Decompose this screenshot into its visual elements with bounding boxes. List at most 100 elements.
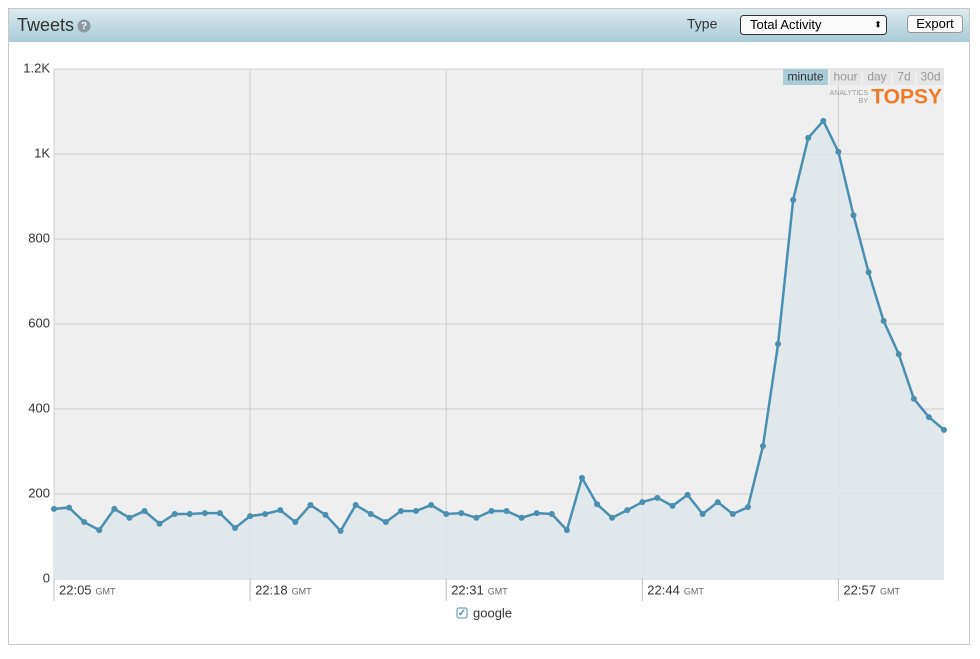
range-button[interactable] — [893, 69, 915, 85]
point — [111, 505, 118, 512]
point — [51, 505, 57, 512]
x-tick-label: 22:57 — [843, 582, 876, 597]
point — [488, 508, 495, 514]
y-tick-label: 800 — [28, 230, 50, 245]
range-button-label[interactable]: minute — [787, 70, 823, 84]
point — [337, 527, 344, 534]
point — [729, 510, 736, 517]
point — [322, 511, 329, 518]
x-tick-unit: GMT — [684, 586, 704, 596]
x-tick-label: 22:05 — [59, 582, 92, 597]
point — [473, 514, 480, 521]
range-button[interactable] — [830, 69, 861, 85]
y-tick-label: 600 — [28, 315, 50, 330]
point — [624, 507, 631, 514]
range-button-label[interactable]: day — [867, 70, 886, 84]
point — [277, 507, 284, 514]
area — [54, 120, 944, 579]
point — [563, 527, 570, 534]
legend-label[interactable]: google — [473, 605, 512, 620]
help-icon[interactable] — [77, 19, 91, 33]
point — [66, 504, 73, 511]
select-arrows[interactable]: ⬍ — [874, 19, 882, 29]
point — [654, 494, 661, 501]
point — [352, 502, 359, 509]
x-tick-label: 22:18 — [255, 582, 288, 597]
x-tick-unit: GMT — [292, 586, 312, 596]
y-tick-label: 0 — [43, 570, 50, 585]
point — [759, 442, 766, 449]
point — [744, 504, 751, 511]
export-label[interactable]: Export — [916, 16, 954, 31]
point — [443, 510, 450, 517]
range-button-label[interactable]: 30d — [920, 70, 940, 84]
point — [714, 499, 721, 506]
point — [835, 148, 842, 155]
point — [684, 491, 691, 498]
point — [790, 196, 797, 203]
help-icon-glyph[interactable]: ? — [81, 21, 87, 32]
point — [639, 499, 646, 506]
point — [578, 474, 585, 481]
x-tick-unit: GMT — [96, 586, 116, 596]
range-button-label[interactable]: 7d — [897, 70, 910, 84]
point — [925, 414, 932, 421]
type-select-value[interactable]: Total Activity — [750, 17, 822, 32]
point — [413, 508, 420, 514]
type-select[interactable] — [740, 15, 887, 35]
point — [126, 514, 133, 521]
point — [247, 513, 254, 520]
point — [171, 510, 178, 517]
point — [397, 508, 404, 514]
point — [820, 117, 827, 124]
point — [518, 514, 525, 521]
point — [307, 502, 314, 509]
point — [503, 508, 510, 514]
point — [941, 426, 947, 433]
x-tick-unit: GMT — [488, 586, 508, 596]
point — [669, 502, 676, 509]
point — [232, 525, 239, 531]
type-label: Type — [687, 16, 718, 32]
point — [850, 212, 857, 219]
point — [81, 519, 88, 526]
x-tick-label: 22:31 — [451, 582, 484, 597]
point — [201, 510, 208, 517]
x-tick-unit: GMT — [880, 586, 900, 596]
point — [156, 520, 163, 527]
point — [594, 501, 601, 508]
point — [262, 510, 269, 517]
point — [880, 318, 887, 325]
brand-line2: BY — [859, 98, 869, 105]
point — [292, 519, 299, 526]
y-tick-label: 1.2K — [23, 60, 50, 75]
brand-name: TOPSY — [871, 86, 942, 109]
point — [609, 514, 616, 521]
point — [805, 134, 812, 141]
point — [895, 351, 902, 358]
point — [216, 510, 223, 517]
y-tick-label: 200 — [28, 485, 50, 500]
range-button-label[interactable]: hour — [833, 70, 857, 84]
point — [533, 510, 540, 517]
y-tick-label: 1K — [34, 145, 50, 160]
point — [96, 527, 103, 534]
range-button[interactable] — [783, 69, 828, 85]
legend-check[interactable]: ✓ — [458, 608, 466, 619]
point — [699, 510, 706, 517]
legend-checkbox[interactable] — [456, 607, 468, 619]
brand-line1: ANALYTICS — [830, 90, 869, 97]
point — [775, 340, 782, 347]
point — [548, 510, 555, 517]
point — [458, 510, 465, 517]
point — [186, 510, 193, 517]
point — [865, 269, 872, 276]
range-button[interactable] — [863, 69, 891, 85]
point — [141, 508, 148, 514]
point — [382, 519, 389, 526]
point — [428, 502, 435, 509]
export-button[interactable] — [907, 15, 963, 33]
range-button[interactable] — [917, 69, 944, 85]
point — [367, 510, 374, 517]
